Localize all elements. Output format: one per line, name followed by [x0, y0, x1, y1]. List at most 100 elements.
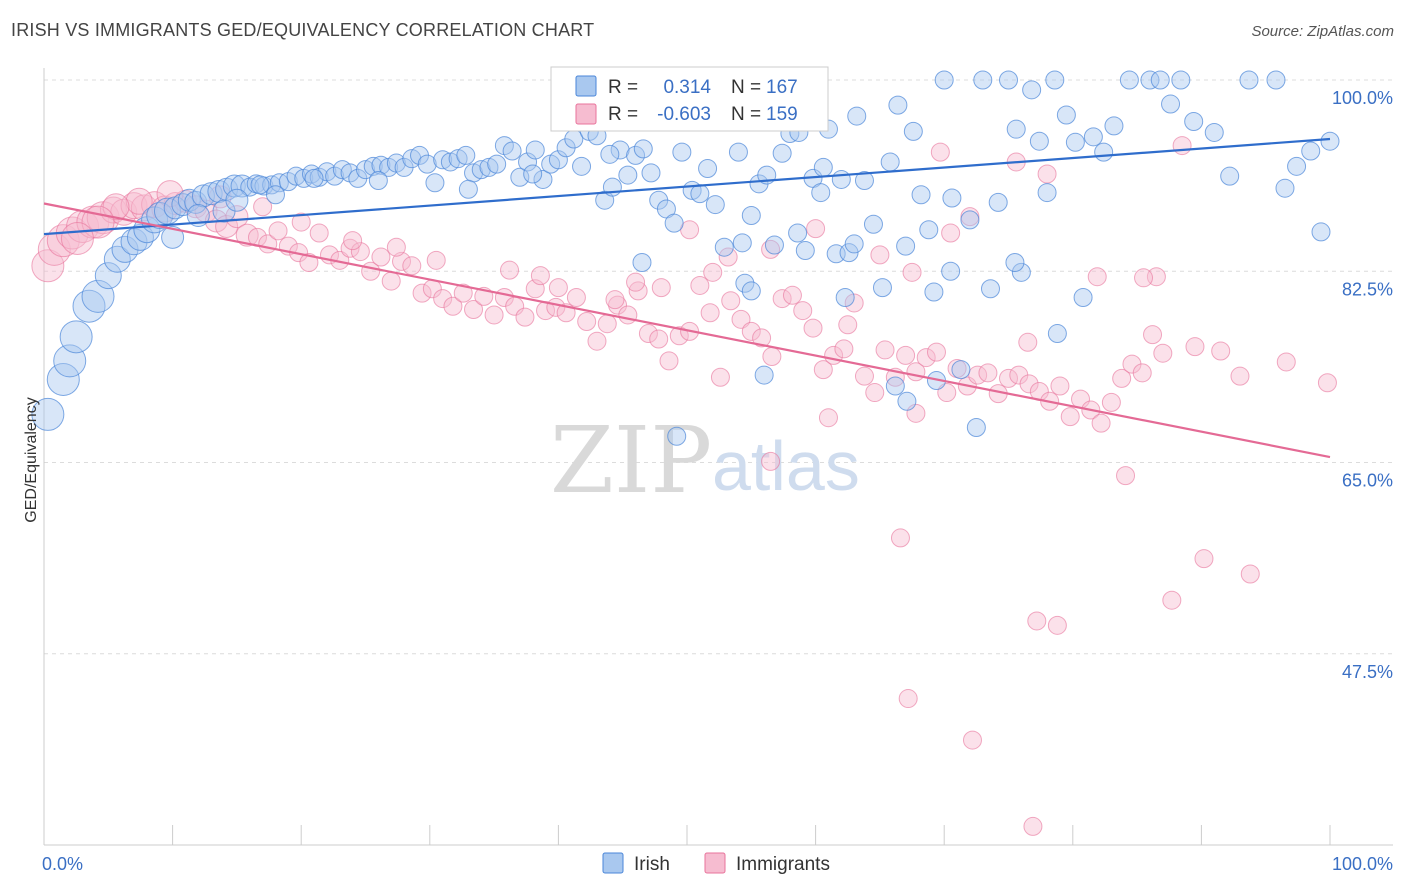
irish-point — [523, 164, 543, 184]
immigrants-point — [1091, 413, 1111, 433]
immigrants-point — [1101, 392, 1121, 412]
irish-point — [633, 139, 653, 159]
irish-point — [402, 149, 422, 169]
immigrants-point — [626, 272, 646, 292]
irish-point — [1005, 253, 1025, 273]
irish-point — [225, 188, 249, 212]
irish-point — [1239, 70, 1259, 90]
immigrants-point — [1060, 407, 1080, 427]
immigrants-point — [741, 321, 761, 341]
irish-point — [1140, 70, 1160, 90]
irish-point — [458, 179, 478, 199]
immigrants-point — [443, 296, 463, 316]
immigrants-point — [433, 289, 453, 309]
immigrants-point — [782, 285, 802, 305]
irish-point — [788, 223, 808, 243]
irish-point — [186, 204, 210, 228]
irish-point — [487, 154, 507, 174]
irish-point — [456, 145, 476, 165]
immigrants-point — [1037, 164, 1057, 184]
legend-box: R = 0.314 N = 167 R = -0.603 N = 159 — [550, 66, 829, 132]
immigrants-point — [818, 408, 838, 428]
irish-point — [844, 234, 864, 254]
irish-point — [811, 183, 831, 203]
irish-point — [847, 106, 867, 126]
irish-point — [632, 253, 652, 273]
irish-point — [641, 163, 661, 183]
legend-r-value-immigrants: -0.603 — [657, 104, 711, 125]
irish-point — [610, 140, 630, 160]
immigrants-point — [772, 289, 792, 309]
immigrants-point — [1172, 136, 1192, 156]
irish-point — [304, 168, 324, 188]
irish-point — [1150, 70, 1170, 90]
immigrants-points — [31, 136, 1337, 836]
immigrants-point — [838, 315, 858, 335]
immigrants-point — [803, 318, 823, 338]
irish-point — [433, 150, 453, 170]
immigrants-point — [268, 221, 288, 241]
immigrants-point — [1027, 611, 1047, 631]
immigrants-point — [566, 287, 586, 307]
immigrants-point — [898, 689, 918, 709]
immigrants-point — [577, 312, 597, 332]
immigrants-point — [659, 351, 679, 371]
immigrants-point — [834, 339, 854, 359]
legend-swatch-immigrants — [575, 103, 597, 125]
immigrants-point — [1050, 376, 1070, 396]
irish-point — [754, 365, 774, 385]
irish-point — [795, 240, 815, 260]
immigrants-point — [587, 331, 607, 351]
irish-point — [1029, 131, 1049, 151]
y-axis-label: GED/Equivalency — [23, 397, 40, 522]
immigrants-point — [605, 290, 625, 310]
irish-point — [1047, 324, 1067, 344]
irish-point — [735, 273, 755, 293]
chart-title: IRISH VS IMMIGRANTS GED/EQUIVALENCY CORR… — [11, 20, 595, 40]
immigrants-point — [1019, 374, 1039, 394]
irish-point — [903, 121, 923, 141]
immigrants-point — [761, 451, 781, 471]
immigrants-point — [515, 307, 535, 327]
immigrants-point — [1276, 352, 1296, 372]
watermark-zip: ZIP — [550, 407, 712, 514]
immigrants-point — [902, 262, 922, 282]
immigrants-point — [1153, 343, 1173, 363]
immigrants-point — [926, 342, 946, 362]
irish-point — [1311, 222, 1331, 242]
immigrants-point — [703, 262, 723, 282]
y-tick-label-0: 47.5% — [1342, 662, 1393, 682]
irish-point — [854, 171, 874, 191]
irish-point — [1056, 105, 1076, 125]
legend-n-label-immigrants: N = — [731, 104, 761, 125]
irish-point — [764, 235, 784, 255]
immigrants-point — [710, 367, 730, 387]
irish-point — [262, 175, 282, 195]
irish-trend-line — [43, 137, 1331, 236]
irish-point — [161, 225, 185, 249]
irish-point — [533, 169, 553, 189]
immigrants-point — [1116, 466, 1136, 486]
immigrants-point — [392, 251, 412, 271]
immigrants-point — [597, 314, 617, 334]
irish-point — [1287, 156, 1307, 176]
immigrants-point — [962, 730, 982, 750]
immigrants-point — [854, 366, 874, 386]
irish-point — [1104, 116, 1124, 136]
immigrants-point — [721, 291, 741, 311]
irish-point — [1073, 287, 1093, 307]
irish-point — [1119, 70, 1139, 90]
irish-point — [332, 160, 352, 180]
irish-point — [502, 141, 522, 161]
immigrants-point — [530, 266, 550, 286]
immigrants-point — [381, 271, 401, 291]
immigrants-point — [1134, 268, 1154, 288]
watermark: ZIP atlas — [550, 407, 860, 514]
irish-point — [471, 160, 491, 180]
immigrants-point — [31, 249, 65, 283]
irish-point — [732, 233, 752, 253]
immigrants-point — [649, 329, 669, 349]
immigrants-point — [1162, 590, 1182, 610]
y-tick-labels: 47.5% 65.0% 82.5% 100.0% — [1332, 88, 1393, 682]
